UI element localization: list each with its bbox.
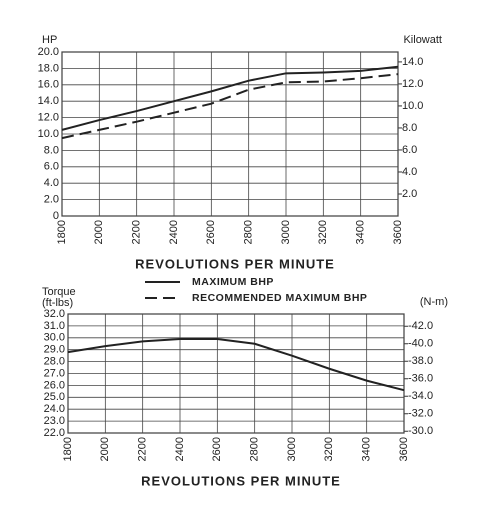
y2-tick-label: -40.0 bbox=[408, 338, 433, 350]
y-tick-label: 31.0 bbox=[44, 320, 65, 332]
x-tick-label: 1800 bbox=[62, 437, 74, 461]
y2-tick-label: -42.0 bbox=[408, 320, 433, 332]
y-tick-label: 14.0 bbox=[38, 95, 59, 107]
y-tick-label: 2.0 bbox=[44, 194, 59, 206]
x-tick-label: 3200 bbox=[317, 220, 329, 244]
x-tick-label: 2000 bbox=[99, 437, 111, 461]
y-tick-label: 27.0 bbox=[44, 367, 65, 379]
y-tick-label: 18.0 bbox=[38, 62, 59, 74]
y2-tick-label: 4.0 bbox=[402, 166, 417, 178]
y2-tick-label: 14.0 bbox=[402, 56, 423, 68]
y-tick-label: 16.0 bbox=[38, 79, 59, 91]
y-tick-label: 24.0 bbox=[44, 403, 65, 415]
line-series bbox=[61, 65, 399, 131]
x-tick-label: 2400 bbox=[174, 437, 186, 461]
y2-axis-label: Kilowatt bbox=[403, 34, 442, 46]
x-tick-label: 2600 bbox=[205, 220, 217, 244]
legend-label: MAXIMUM BHP bbox=[192, 276, 274, 288]
y2-axis-label: (N-m) bbox=[420, 296, 448, 308]
y-tick-label: 28.0 bbox=[44, 356, 65, 368]
y-tick-label: 20.0 bbox=[38, 46, 59, 58]
x-tick-label: 3400 bbox=[355, 220, 367, 244]
legend-label: RECOMMENDED MAXIMUM BHP bbox=[192, 292, 367, 304]
x-tick-label: 2200 bbox=[131, 220, 143, 244]
x-tick-label: 2200 bbox=[137, 437, 149, 461]
x-tick-label: 2000 bbox=[93, 220, 105, 244]
x-axis-label: REVOLUTIONS PER MINUTE bbox=[135, 256, 335, 271]
y-tick-label: 4.0 bbox=[44, 177, 59, 189]
y2-tick-label: 12.0 bbox=[402, 78, 423, 90]
x-tick-label: 3200 bbox=[323, 437, 335, 461]
y-axis-label: HP bbox=[42, 34, 57, 46]
x-tick-label: 3000 bbox=[286, 437, 298, 461]
y-tick-label: 30.0 bbox=[44, 332, 65, 344]
y-tick-label: 12.0 bbox=[38, 112, 59, 124]
y-tick-label: 26.0 bbox=[44, 379, 65, 391]
y-tick-label: 0 bbox=[53, 210, 59, 222]
y2-tick-label: 10.0 bbox=[402, 100, 423, 112]
y-tick-label: 29.0 bbox=[44, 344, 65, 356]
x-tick-label: 3000 bbox=[280, 220, 292, 244]
y2-tick-label: -38.0 bbox=[408, 355, 433, 367]
y-axis-label: Torque bbox=[42, 286, 76, 298]
x-tick-label: 1800 bbox=[56, 220, 68, 244]
y2-tick-label: 2.0 bbox=[402, 188, 417, 200]
y-tick-label: 10.0 bbox=[38, 128, 59, 140]
y-tick-label: 32.0 bbox=[44, 308, 65, 320]
y2-tick-label: 6.0 bbox=[402, 144, 417, 156]
x-tick-label: 3400 bbox=[361, 437, 373, 461]
x-tick-label: 3600 bbox=[392, 220, 404, 244]
y-tick-label: 25.0 bbox=[44, 391, 65, 403]
x-tick-label: 2600 bbox=[211, 437, 223, 461]
x-tick-label: 2800 bbox=[243, 220, 255, 244]
y2-tick-label: -30.0 bbox=[408, 425, 433, 437]
y2-tick-label: -36.0 bbox=[408, 373, 433, 385]
y-tick-label: 22.0 bbox=[44, 427, 65, 439]
y2-tick-label: -32.0 bbox=[408, 408, 433, 420]
x-axis-label: REVOLUTIONS PER MINUTE bbox=[141, 473, 341, 488]
y2-tick-label: 8.0 bbox=[402, 122, 417, 134]
y-tick-label: 6.0 bbox=[44, 161, 59, 173]
x-tick-label: 2800 bbox=[249, 437, 261, 461]
y-tick-label: 8.0 bbox=[44, 144, 59, 156]
x-tick-label: 3600 bbox=[398, 437, 410, 461]
y-tick-label: 23.0 bbox=[44, 415, 65, 427]
x-tick-label: 2400 bbox=[168, 220, 180, 244]
line-series bbox=[67, 337, 405, 392]
y-axis-label: (ft-lbs) bbox=[42, 297, 73, 309]
y2-tick-label: -34.0 bbox=[408, 390, 433, 402]
line-series bbox=[61, 73, 399, 140]
